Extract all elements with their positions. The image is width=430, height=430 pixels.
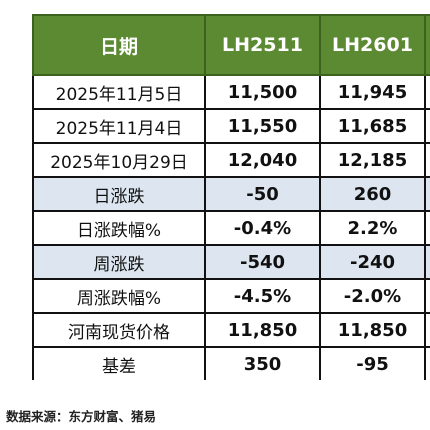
- value-lh2601: -2.0%: [319, 278, 426, 314]
- value-lh2601: 11,850: [319, 312, 426, 348]
- value-lh2511: 350: [204, 346, 321, 380]
- cropped-cell: [424, 142, 430, 178]
- cropped-cell: [424, 176, 430, 212]
- header-date: 日期: [32, 14, 206, 76]
- price-table-container: 日期 LH2511 LH2601 2025年11月5日 11,500 11,945 2…: [32, 14, 430, 380]
- table-row: 2025年11月5日 11,500 11,945: [32, 74, 430, 110]
- cropped-cell: [424, 244, 430, 280]
- value-lh2601: 2.2%: [319, 210, 426, 246]
- row-label: 日涨跌: [32, 176, 206, 212]
- value-lh2511: -540: [204, 244, 321, 280]
- cropped-cell: [424, 210, 430, 246]
- value-lh2601: -240: [319, 244, 426, 280]
- header-lh2601: LH2601: [319, 14, 426, 76]
- table-row: 基差 350 -95: [32, 346, 430, 380]
- data-source-note: 数据来源：东方财富、猪易: [6, 409, 157, 424]
- row-label: 2025年11月5日: [32, 74, 206, 110]
- row-label: 河南现货价格: [32, 312, 206, 348]
- value-lh2601: -95: [319, 346, 426, 380]
- table-row: 日涨跌幅% -0.4% 2.2%: [32, 210, 430, 246]
- table-header-row: 日期 LH2511 LH2601: [32, 14, 430, 76]
- cropped-cell: [424, 278, 430, 314]
- value-lh2511: -50: [204, 176, 321, 212]
- value-lh2511: -0.4%: [204, 210, 321, 246]
- row-label: 周涨跌幅%: [32, 278, 206, 314]
- row-label: 日涨跌幅%: [32, 210, 206, 246]
- row-label: 2025年11月4日: [32, 108, 206, 144]
- row-label: 周涨跌: [32, 244, 206, 280]
- row-label: 2025年10月29日: [32, 142, 206, 178]
- row-label: 基差: [32, 346, 206, 380]
- table-row: 2025年11月4日 11,550 11,685: [32, 108, 430, 144]
- cropped-cell: [424, 74, 430, 110]
- value-lh2511: 11,500: [204, 74, 321, 110]
- table-row: 周涨跌幅% -4.5% -2.0%: [32, 278, 430, 314]
- value-lh2601: 12,185: [319, 142, 426, 178]
- cropped-cell: [424, 346, 430, 380]
- value-lh2601: 260: [319, 176, 426, 212]
- table-row: 河南现货价格 11,850 11,850: [32, 312, 430, 348]
- table-body: 2025年11月5日 11,500 11,945 2025年11月4日 11,550 11…: [32, 74, 430, 380]
- value-lh2601: 11,945: [319, 74, 426, 110]
- header-cropped-column: [424, 14, 430, 76]
- cropped-cell: [424, 312, 430, 348]
- value-lh2511: -4.5%: [204, 278, 321, 314]
- header-lh2511: LH2511: [204, 14, 321, 76]
- table-row: 日涨跌 -50 260: [32, 176, 430, 212]
- table-row: 2025年10月29日 12,040 12,185: [32, 142, 430, 178]
- value-lh2511: 12,040: [204, 142, 321, 178]
- price-table: 日期 LH2511 LH2601 2025年11月5日 11,500 11,945 2…: [32, 14, 430, 380]
- table-row: 周涨跌 -540 -240: [32, 244, 430, 280]
- value-lh2511: 11,850: [204, 312, 321, 348]
- value-lh2511: 11,550: [204, 108, 321, 144]
- cropped-cell: [424, 108, 430, 144]
- value-lh2601: 11,685: [319, 108, 426, 144]
